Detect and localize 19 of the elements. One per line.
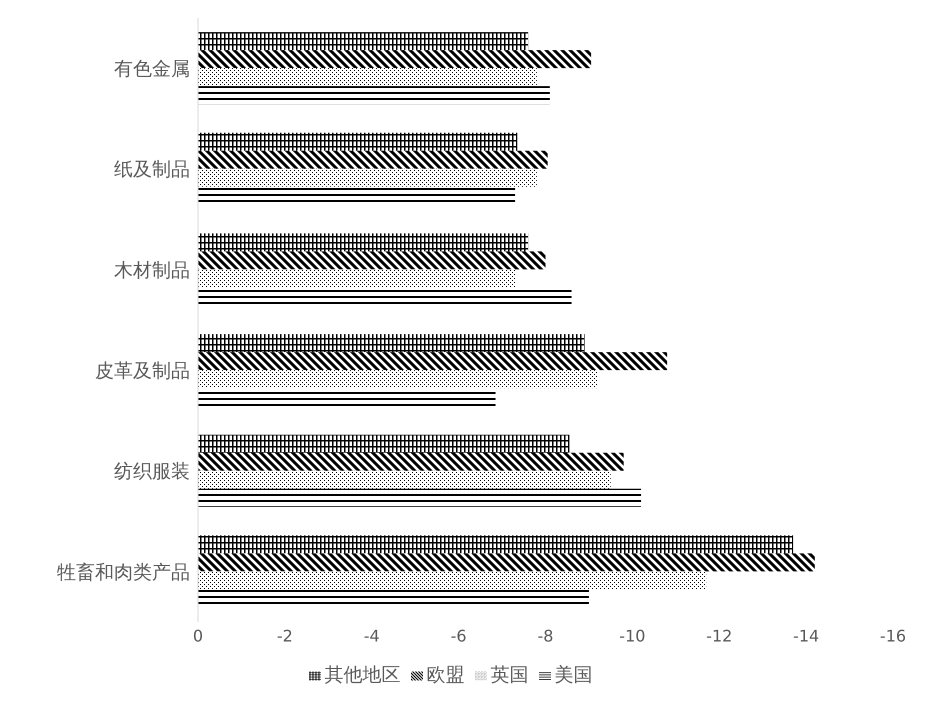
x-tick-label: -4 [364, 626, 380, 646]
y-tick-label: 牲畜和肉类产品 [57, 561, 190, 584]
x-tick-label: 0 [192, 626, 204, 646]
y-tick-label: 纺织服装 [114, 460, 190, 483]
y-tick-label: 纸及制品 [114, 158, 190, 181]
x-tick-label: -14 [793, 626, 820, 646]
legend-label: 英国 [490, 664, 528, 686]
x-tick-label: -2 [276, 626, 293, 646]
legend-label: 欧盟 [426, 664, 464, 686]
x-tick-label: -8 [538, 626, 554, 646]
y-tick-label: 皮革及制品 [95, 360, 190, 382]
x-tick-label: -12 [706, 626, 732, 646]
x-tick-label: -6 [450, 626, 467, 646]
x-tick-label: -16 [880, 626, 906, 646]
y-tick-label: 木材制品 [114, 259, 190, 282]
legend-label: 美国 [554, 664, 592, 686]
y-tick-label: 有色金属 [114, 58, 190, 80]
legend-label: 其他地区 [324, 664, 400, 686]
x-tick-label: -10 [619, 626, 646, 646]
